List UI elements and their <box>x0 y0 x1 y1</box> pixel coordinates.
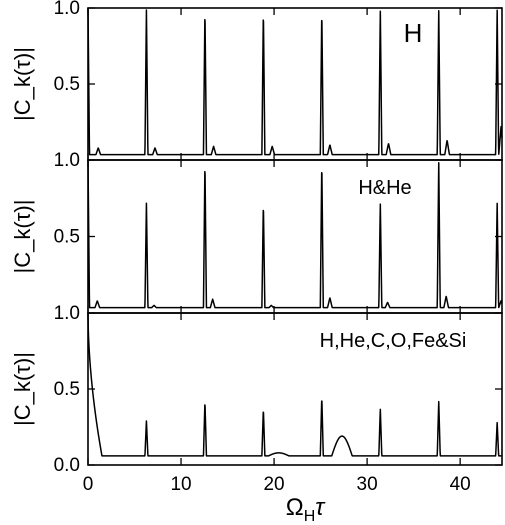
y-axis-label: |C_k(τ)| <box>10 200 35 274</box>
y-axis-label: |C_k(τ)| <box>10 352 35 426</box>
x-axis-label-tail: τ <box>315 494 326 521</box>
y-tick-label: 1.0 <box>54 303 80 324</box>
y-tick-label: 0.5 <box>54 227 80 248</box>
y-tick-label: 1.0 <box>54 0 80 19</box>
y-tick-label: 0.5 <box>54 379 80 400</box>
y-tick-label: 0.0 <box>54 455 80 476</box>
x-tick-label: 20 <box>263 474 284 495</box>
x-tick-label: 0 <box>83 474 94 495</box>
panel-2: 0.5 1.0 |C_k(τ)| H&He <box>10 150 503 314</box>
x-axis: 0 10 20 30 40 <box>83 474 471 495</box>
panel-1: 0.5 1.0 |C_k(τ)| H <box>10 0 503 161</box>
series-line <box>87 159 503 309</box>
x-tick-label: 40 <box>450 474 471 495</box>
x-tick-label: 30 <box>357 474 378 495</box>
x-axis-label: ΩHτ <box>286 494 327 525</box>
series-line <box>87 7 503 156</box>
y-tick-label: 0.5 <box>54 74 80 95</box>
x-axis-label-main: Ω <box>286 494 304 521</box>
y-axis-label: |C_k(τ)| <box>10 47 35 121</box>
y-tick-label: 1.0 <box>54 150 80 171</box>
panel-3: 0.0 0.5 1.0 |C_k(τ)| H,He,C,O,Fe&Si <box>10 303 503 476</box>
panel-label: H <box>404 18 423 48</box>
panel-label: H&He <box>358 177 411 199</box>
series-line <box>87 312 503 457</box>
x-axis-label-sub: H <box>304 508 316 525</box>
chart-panels: 0.5 1.0 |C_k(τ)| H 0.5 1.0 |C_k(τ)| H&He 0.0 0.5 1… <box>10 0 503 476</box>
panel-label: H,He,C,O,Fe&Si <box>320 330 467 352</box>
x-tick-label: 10 <box>170 474 191 495</box>
